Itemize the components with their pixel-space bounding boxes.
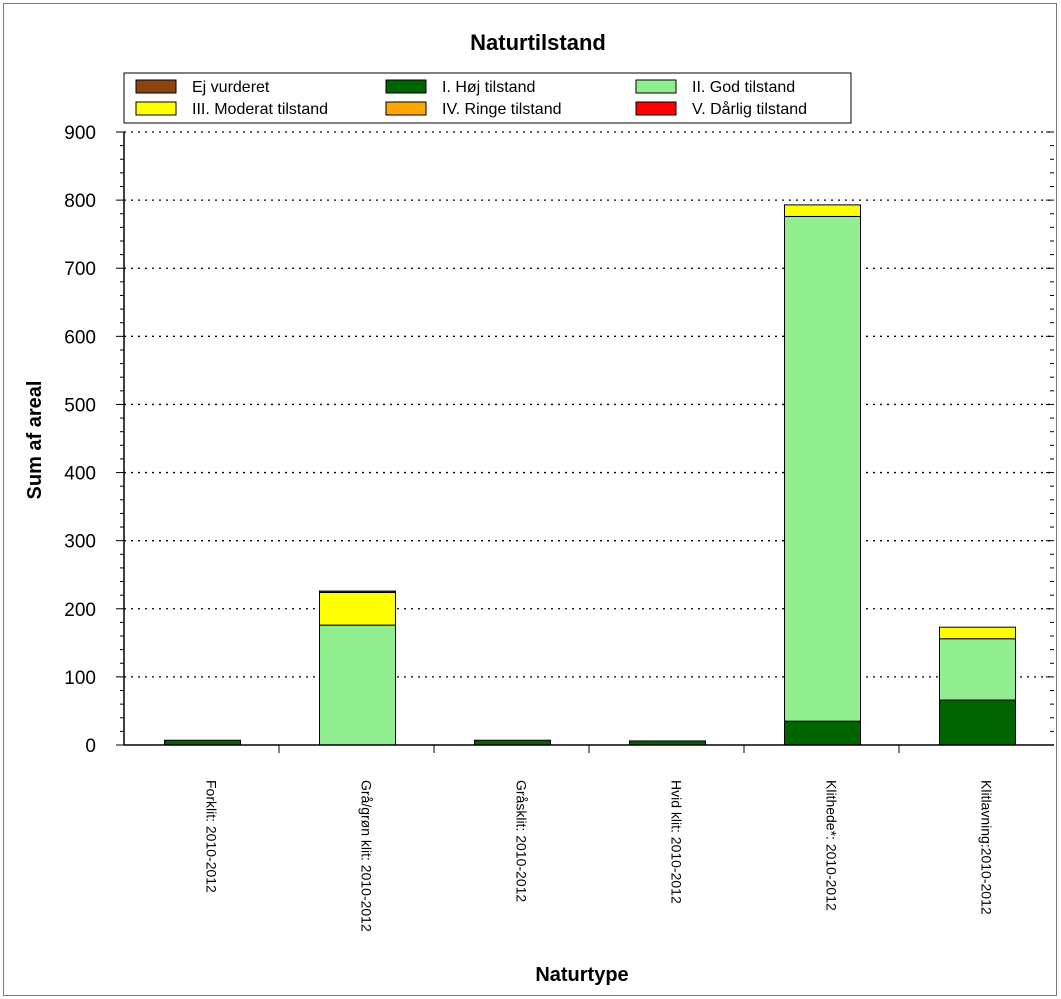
x-tick-label: Klithede*: 2010-2012 [824,780,840,911]
x-tick-label: Gråsklit: 2010-2012 [514,780,530,902]
y-tick-label: 100 [64,668,96,689]
legend-label: V. Dårlig tilstand [692,100,807,118]
x-tick-label: Forklit: 2010-2012 [204,780,220,893]
y-tick-label: 600 [64,327,96,348]
bar-segment [939,699,1016,746]
x-axis-title: Naturtype [535,964,628,986]
y-tick-label: 400 [64,464,96,485]
legend-swatch [135,79,177,94]
legend-swatch [385,79,427,94]
y-tick-label: 200 [64,600,96,621]
bar-segment [319,624,396,746]
y-tick-label: 0 [85,736,96,757]
legend-swatch [635,79,677,94]
bar-segment [939,626,1016,640]
legend-label: II. God tilstand [692,79,795,96]
bar-segment [784,720,861,746]
y-tick-label: 500 [64,395,96,416]
bar-segment [319,591,396,626]
legend-swatch [635,101,677,116]
y-axis-title: Sum af areal [24,381,46,500]
y-tick-label: 900 [64,123,96,144]
chart-frame [3,3,1057,996]
bar-segment [939,638,1016,701]
legend-box [123,72,852,124]
legend-label: III. Moderat tilstand [192,101,328,118]
chart-title: Naturtilstand [470,30,606,55]
axes: 0 100 200 300 400 500 600 700 800 900 Forklit: 201… [64,123,1054,932]
legend-label: Ej vurderet [192,79,270,96]
bar-segment [784,215,861,722]
grid [124,131,1054,678]
y-tick-label: 700 [64,259,96,280]
bar-segment [784,204,861,217]
x-tick-label: Klitlavning:2010-2012 [979,780,995,915]
x-tick-label: Hvid klit: 2010-2012 [669,780,685,904]
bars [164,204,1016,746]
legend-label: I. Høj tilstand [442,79,535,96]
legend-swatch [135,101,177,116]
y-tick-label: 800 [64,191,96,212]
legend: Ej vurderet I. Høj tilstand II. God tilsta… [123,72,852,124]
legend-swatch [385,101,427,116]
legend-label: IV. Ringe tilstand [442,101,561,118]
y-tick-label: 300 [64,532,96,553]
x-tick-label: Grå/grøn klit: 2010-2012 [359,780,375,932]
bar-segment [319,590,396,593]
